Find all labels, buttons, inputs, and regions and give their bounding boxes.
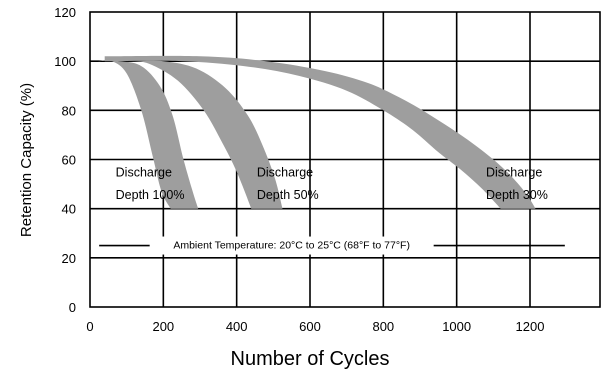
y-tick-label: 100 <box>54 54 76 69</box>
retention-band-3 <box>104 55 536 209</box>
plot-frame <box>89 11 601 308</box>
band-annotation-line2: Depth 30% <box>486 188 548 202</box>
ambient-temperature-label: Ambient Temperature: 20°C to 25°C (68°F … <box>173 239 410 251</box>
retention-band-2 <box>126 60 283 209</box>
retention-band-1 <box>97 60 199 209</box>
x-tick-label: 600 <box>299 319 321 334</box>
ambient-temperature-label-background <box>149 236 434 255</box>
band-annotation-line1: Discharge <box>116 166 172 180</box>
band-annotation-line2: Depth 100% <box>116 188 185 202</box>
y-tick-label: 60 <box>62 153 76 168</box>
band-annotation-line2: Depth 50% <box>257 188 319 202</box>
ambient-temperature-line: Ambient Temperature: 20°C to 25°C (68°F … <box>99 236 565 255</box>
band-annotation-line1: Discharge <box>257 166 313 180</box>
x-tick-label: 200 <box>152 319 174 334</box>
y-axis-title: Retention Capacity (%) <box>18 83 35 237</box>
annotations: Discharge Depth 100% Discharge Depth 50% Dis… <box>116 166 548 202</box>
x-axis-title: Number of Cycles <box>231 348 390 370</box>
x-tick-label: 1000 <box>442 319 471 334</box>
x-tick-label: 1200 <box>516 319 545 334</box>
x-tick-label: 800 <box>372 319 394 334</box>
x-tick-label: 400 <box>226 319 248 334</box>
y-tick-label: 0 <box>69 300 76 315</box>
band-annotation-line1: Discharge <box>486 166 542 180</box>
y-tick-label: 120 <box>54 5 76 20</box>
y-tick-label: 40 <box>62 202 76 217</box>
y-tick-label: 20 <box>62 251 76 266</box>
y-tick-label: 80 <box>62 103 76 118</box>
x-tick-label: 0 <box>86 319 93 334</box>
bands <box>97 55 536 209</box>
tick-labels: 0 200 400 600 800 1000 1200 0 20 40 60 80 100 120 <box>54 5 544 334</box>
